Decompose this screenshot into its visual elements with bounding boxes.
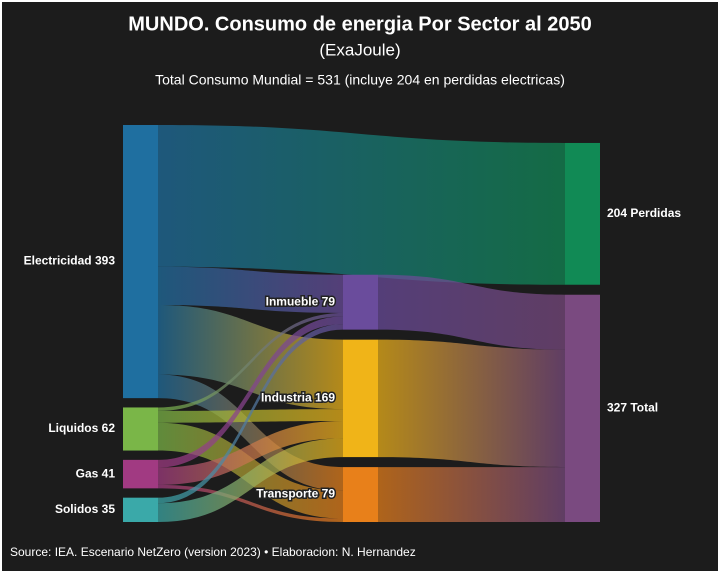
chart-title: MUNDO. Consumo de energia Por Sector al … (128, 13, 591, 35)
node-label: Industria 169 (261, 391, 335, 405)
node-label: 204 Perdidas (607, 206, 681, 220)
link (158, 125, 565, 285)
link (158, 305, 343, 410)
link (378, 339, 565, 468)
node-label: 327 Total (607, 401, 658, 415)
link (378, 274, 565, 350)
chart-subtitle: (ExaJoule) (319, 40, 400, 59)
link (158, 324, 343, 504)
chart-note: Total Consumo Mundial = 531 (incluye 204… (155, 72, 565, 88)
link (158, 312, 343, 411)
node-label: Electricidad 393 (24, 254, 116, 268)
node (123, 407, 158, 451)
node (123, 459, 158, 489)
links (158, 125, 565, 522)
node-label: Solidos 35 (55, 502, 115, 516)
node (343, 467, 378, 522)
link (158, 438, 343, 522)
node (565, 142, 600, 285)
node-label: Inmueble 79 (266, 294, 336, 308)
link (378, 467, 565, 522)
link (158, 316, 343, 468)
link (158, 420, 343, 485)
node (123, 497, 158, 522)
node (343, 339, 378, 458)
link (158, 266, 343, 313)
link (158, 484, 343, 522)
node (565, 294, 600, 522)
node-label: Liquidos 62 (48, 421, 115, 435)
node (123, 125, 158, 399)
node-label: Transporte 79 (256, 487, 335, 501)
node (343, 274, 378, 330)
source-note: Source: IEA. Escenario NetZero (version … (10, 545, 416, 559)
node-label: Gas 41 (76, 466, 116, 480)
